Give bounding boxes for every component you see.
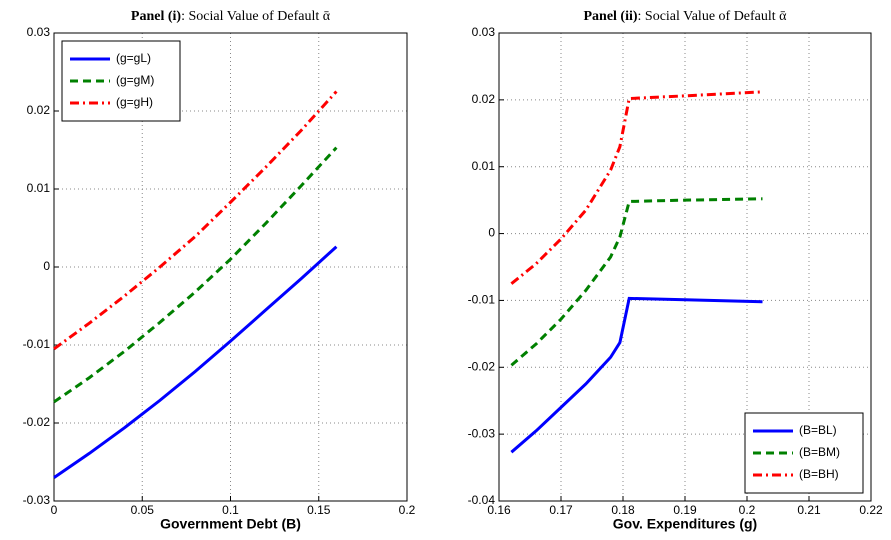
title-text: : Social Value of Default ᾱ bbox=[181, 9, 331, 24]
x-tick-label: 0.21 bbox=[797, 503, 821, 517]
x-tick-label: 0.2 bbox=[739, 503, 756, 517]
legend: (B=BL) (B=BM) (B=BH) bbox=[744, 412, 864, 494]
axes-box bbox=[498, 32, 872, 502]
legend-label: (g=gM) bbox=[116, 73, 154, 87]
data-line bbox=[510, 197, 763, 367]
data-line bbox=[53, 245, 338, 479]
legend-label: (B=BL) bbox=[799, 423, 837, 437]
data-line bbox=[510, 296, 763, 454]
data-line bbox=[53, 90, 338, 351]
x-tick-label: 0.17 bbox=[549, 503, 573, 517]
data-line bbox=[510, 90, 763, 285]
y-tick-label: -0.03 bbox=[468, 426, 496, 440]
legend: (g=gL) (g=gM) (g=gH) bbox=[61, 40, 181, 122]
x-tick-label: 0.16 bbox=[487, 503, 511, 517]
title-lead: Panel (i) bbox=[131, 9, 181, 24]
x-tick-label: 0.18 bbox=[611, 503, 635, 517]
y-tick-label: 0.01 bbox=[27, 181, 51, 195]
y-tick-label: -0.01 bbox=[468, 293, 496, 307]
y-tick-label: 0 bbox=[43, 259, 50, 273]
y-tick-label: 0.03 bbox=[27, 25, 51, 39]
y-tick-label: -0.04 bbox=[468, 493, 496, 507]
legend-label: (B=BH) bbox=[799, 467, 839, 481]
legend-label: (B=BM) bbox=[799, 445, 840, 459]
y-tick-label: -0.02 bbox=[23, 415, 51, 429]
x-tick-label: 0.19 bbox=[673, 503, 697, 517]
axes-box bbox=[53, 32, 408, 502]
y-tick-label: 0.02 bbox=[27, 103, 51, 117]
y-tick-label: 0.01 bbox=[472, 159, 496, 173]
x-tick-label: 0.2 bbox=[399, 503, 416, 517]
x-tick-label: 0.22 bbox=[859, 503, 883, 517]
y-tick-label: 0.03 bbox=[472, 25, 496, 39]
x-tick-label: 0 bbox=[51, 503, 58, 517]
y-tick-label: -0.02 bbox=[468, 359, 496, 373]
title-text: : Social Value of Default ᾱ bbox=[638, 9, 788, 24]
title-lead: Panel (ii) bbox=[583, 9, 637, 24]
y-tick-label: -0.03 bbox=[23, 493, 51, 507]
chart-title: Panel (i): Social Value of Default ᾱ bbox=[131, 9, 331, 24]
y-tick-label: 0 bbox=[488, 226, 495, 240]
legend-box bbox=[61, 40, 181, 122]
x-tick-label: 0.05 bbox=[131, 503, 155, 517]
chart-title: Panel (ii): Social Value of Default ᾱ bbox=[583, 9, 787, 24]
legend-label: (g=gL) bbox=[116, 51, 151, 65]
y-tick-label: 0.02 bbox=[472, 92, 496, 106]
data-line bbox=[53, 146, 338, 404]
legend-label: (g=gH) bbox=[116, 95, 153, 109]
x-tick-label: 0.15 bbox=[307, 503, 331, 517]
x-axis-label: Gov. Expenditures (g) bbox=[613, 516, 757, 532]
y-tick-label: -0.01 bbox=[23, 337, 51, 351]
x-axis-label: Government Debt (B) bbox=[160, 516, 301, 532]
x-tick-label: 0.1 bbox=[222, 503, 239, 517]
legend-box bbox=[744, 412, 864, 494]
